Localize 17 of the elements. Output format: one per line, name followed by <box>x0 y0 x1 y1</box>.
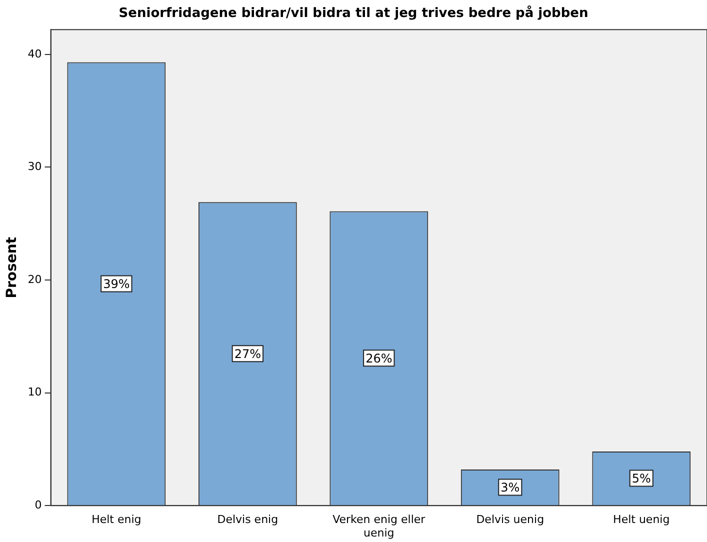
x-tick-label: Delvis uenig <box>476 513 544 526</box>
x-tick-label: Verken enig eller uenig <box>332 513 426 540</box>
data-label: 5% <box>632 471 651 486</box>
y-tick-label: 30 <box>28 160 42 174</box>
data-label: 3% <box>500 480 520 494</box>
x-tick-label: Helt uenig <box>613 513 670 526</box>
data-label: 26% <box>366 351 392 366</box>
data-label: 39% <box>103 276 130 291</box>
chart-title: Seniorfridagene bidrar/vil bidra til at jeg trives bedre på jobben <box>118 5 588 22</box>
y-axis-title: Prosent <box>4 236 20 298</box>
x-tick-label: Helt enig <box>92 513 142 526</box>
y-tick-label: 10 <box>28 386 42 399</box>
data-label: 27% <box>234 346 261 361</box>
y-tick-label: 40 <box>28 47 42 60</box>
x-tick-label: Delvis enig <box>217 513 278 526</box>
y-tick-label: 20 <box>28 272 42 286</box>
y-tick-label: 0 <box>34 498 42 512</box>
